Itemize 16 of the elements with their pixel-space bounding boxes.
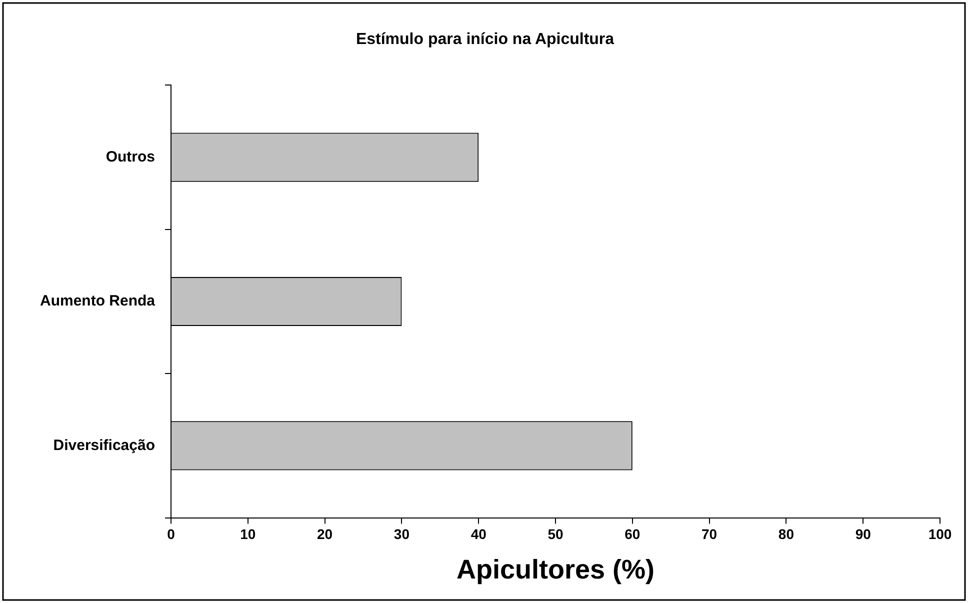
x-tick-label: 90 (855, 526, 872, 542)
x-tick-label: 50 (548, 526, 564, 542)
x-tick-label: 10 (240, 526, 256, 542)
x-axis-title: Apicultores (%) (456, 554, 655, 584)
x-tick-label: 0 (167, 526, 176, 542)
chart-title: Estímulo para início na Apicultura (356, 31, 614, 48)
x-tick-label: 100 (928, 526, 952, 542)
x-tick-label: 30 (394, 526, 410, 542)
y-tick-label: Aumento Renda (40, 292, 156, 310)
x-tick-label: 80 (778, 526, 794, 542)
x-tick-label: 60 (624, 526, 640, 542)
x-tick-label: 70 (702, 526, 718, 542)
x-tick-label: 40 (470, 526, 487, 542)
y-tick-label: Diversificação (53, 436, 156, 454)
x-tick-label: 20 (317, 526, 333, 542)
y-tick-label: Outros (106, 148, 156, 166)
